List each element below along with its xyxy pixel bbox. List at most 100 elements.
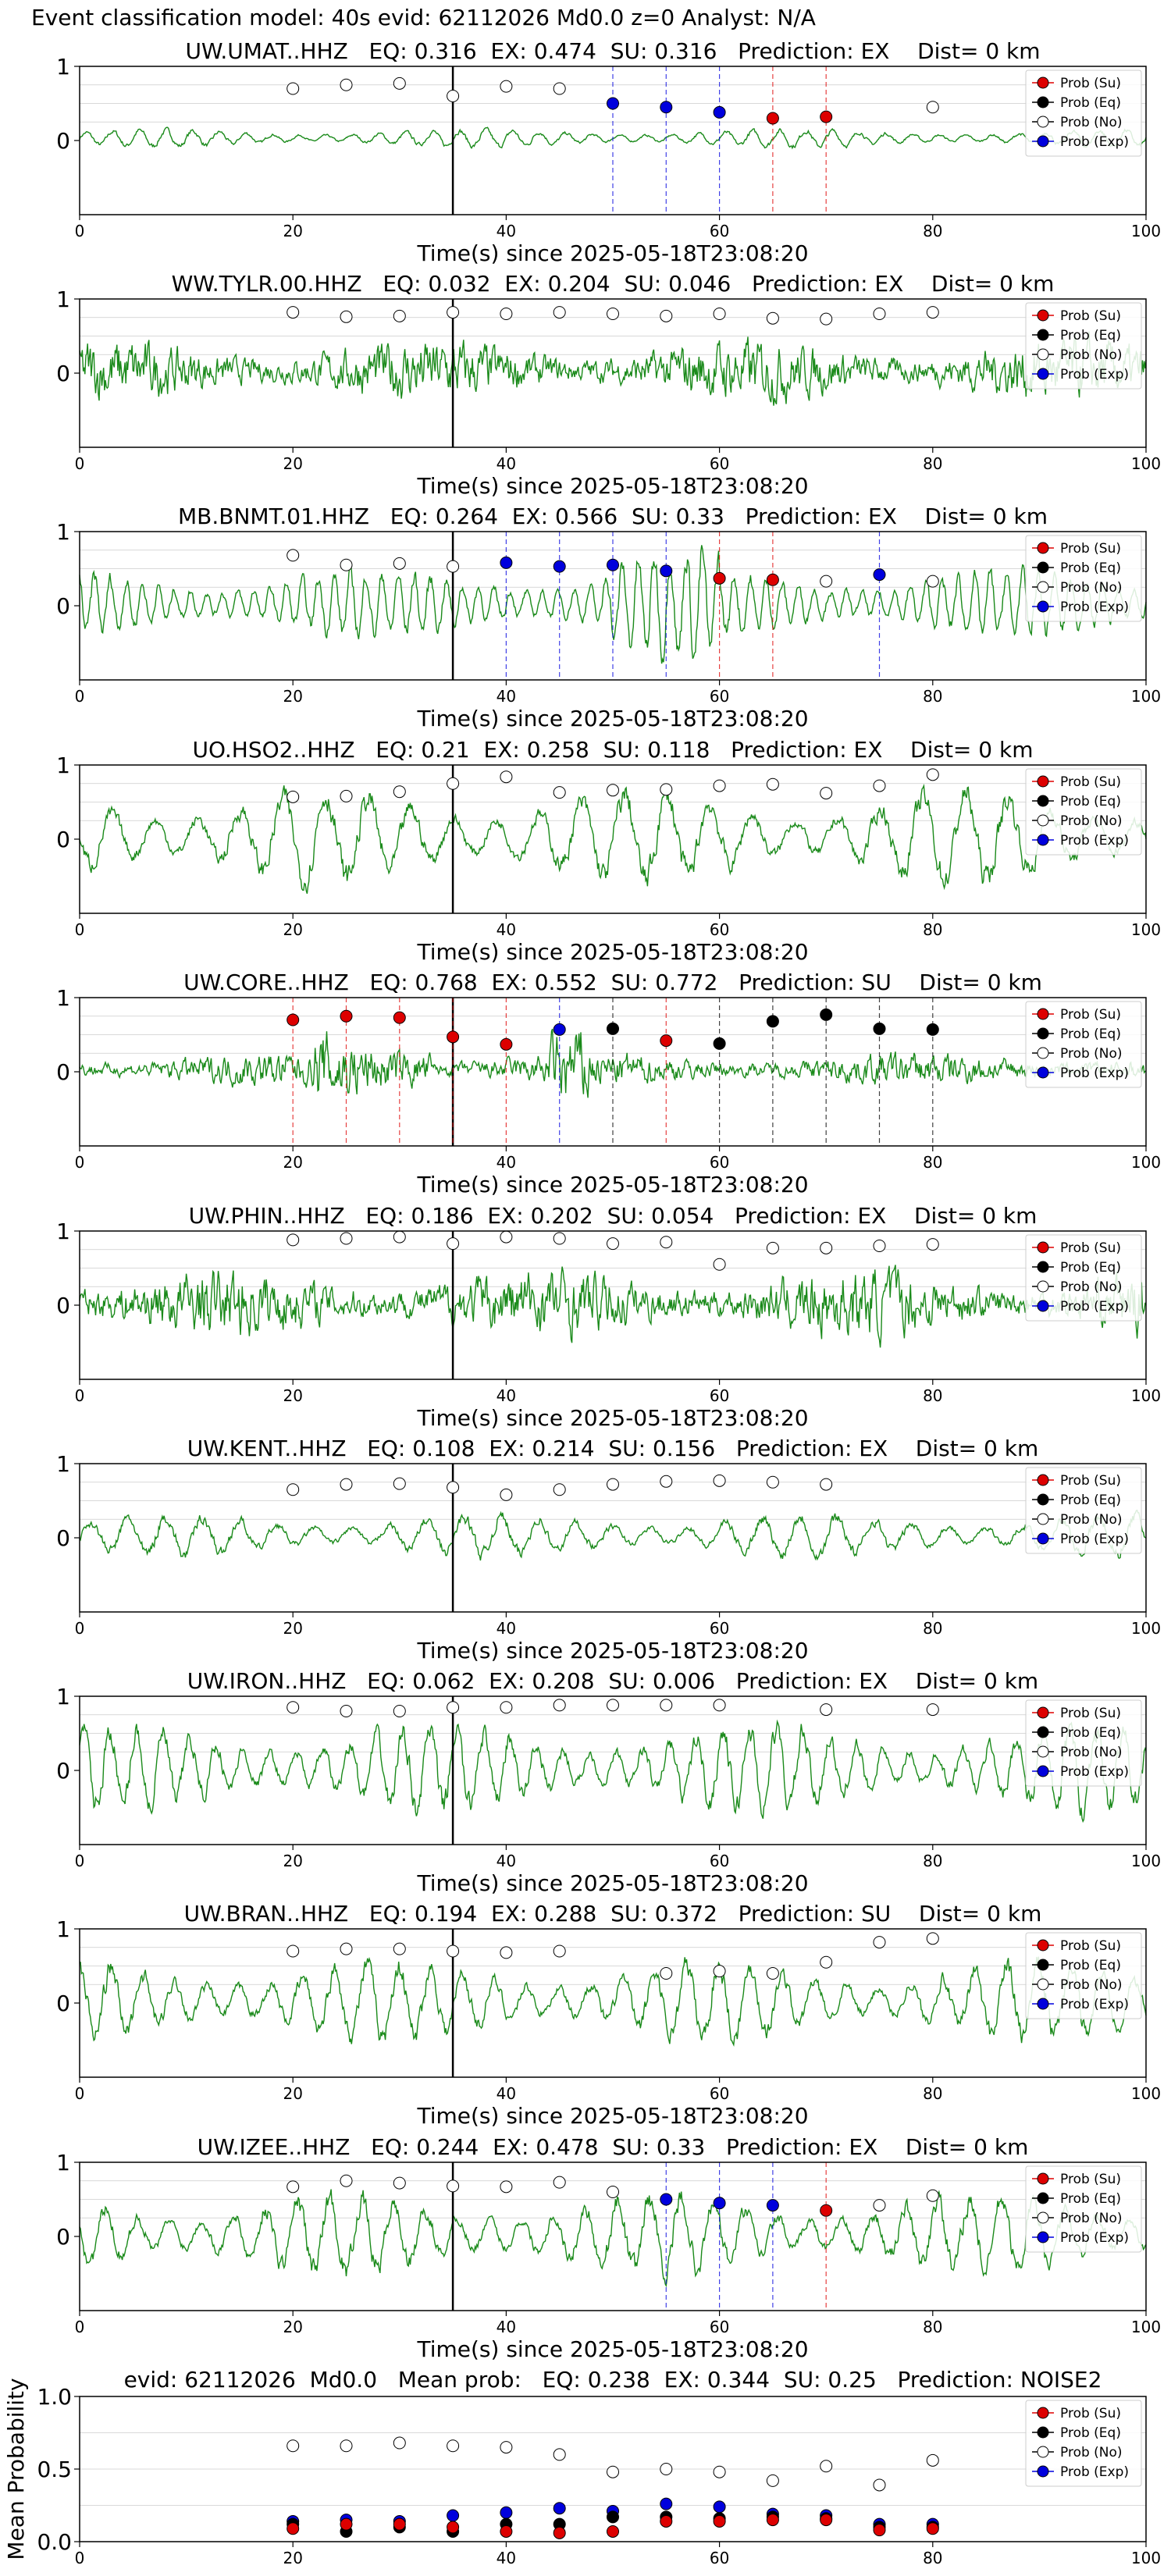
window-marker-no: [713, 1699, 726, 1712]
window-marker-no: [393, 1705, 406, 1717]
x-tick-label: 20: [283, 2549, 302, 2567]
legend-frame: [1025, 2165, 1142, 2253]
legend-marker-su: [1037, 542, 1049, 554]
legend-label-no: Prob (No): [1060, 1977, 1123, 1993]
legend-marker-su: [1037, 2407, 1049, 2419]
legend-item-no: Prob (No): [1032, 1046, 1123, 1062]
window-marker-no: [553, 2176, 566, 2189]
legend-item-eq: Prob (Eq): [1032, 1493, 1121, 1508]
window-marker-no: [607, 1237, 619, 1251]
legend-marker-no: [1037, 1513, 1049, 1525]
legend-item-no: Prob (No): [1032, 347, 1123, 363]
legend-item-eq: Prob (Eq): [1032, 1725, 1121, 1741]
x-tick-label: 60: [710, 454, 729, 473]
window-marker-no: [820, 1241, 833, 1254]
legend-marker-eq: [1037, 1027, 1049, 1040]
window-marker-no: [287, 2180, 300, 2194]
legend-marker-eq: [1037, 96, 1049, 109]
x-tick-label: 80: [923, 2318, 942, 2336]
y-tick-label: 0: [56, 1525, 70, 1551]
mean-marker-no: [713, 2465, 726, 2478]
window-marker-eq: [713, 1037, 726, 1050]
legend-marker-eq: [1037, 561, 1049, 574]
x-tick-label: 0: [75, 1619, 85, 1638]
legend: Prob (Su) Prob (Eq) Prob (No) Prob (Exp): [1025, 302, 1142, 390]
legend-marker-eq: [1037, 1726, 1049, 1738]
legend-marker-eq: [1037, 2426, 1049, 2439]
legend-item-su: Prob (Su): [1032, 1938, 1121, 1954]
window-marker-eq: [926, 1023, 939, 1036]
legend-item-no: Prob (No): [1032, 1977, 1123, 1993]
x-tick-label: 60: [710, 687, 729, 706]
window-marker-no: [393, 1942, 406, 1955]
legend-marker-su: [1037, 1008, 1049, 1020]
x-tick-label: 60: [710, 222, 729, 240]
panel-title: MB.BNMT.01.HHZ EQ: 0.264 EX: 0.566 SU: 0…: [178, 503, 1048, 529]
x-tick-label: 80: [923, 687, 942, 706]
y-axis-label: Mean Probability: [3, 2378, 29, 2560]
mean-marker-su: [500, 2524, 513, 2538]
window-marker-no: [447, 1481, 460, 1494]
x-tick-label: 100: [1131, 2084, 1161, 2103]
legend-label-eq: Prob (Eq): [1060, 794, 1121, 809]
x-tick-label: 100: [1131, 1619, 1161, 1638]
legend-label-exp: Prob (Exp): [1060, 833, 1129, 849]
y-tick-label: 1: [56, 1451, 70, 1477]
legend-marker-no: [1037, 1745, 1049, 1758]
x-tick-label: 20: [283, 2318, 302, 2336]
window-marker-no: [820, 1955, 833, 1969]
legend-marker-no: [1037, 116, 1049, 128]
x-tick-label: 40: [497, 1386, 516, 1405]
window-marker-no: [287, 549, 300, 562]
legend-label-exp: Prob (Exp): [1060, 2464, 1129, 2480]
legend-frame: [1025, 1932, 1142, 2019]
legend-label-exp: Prob (Exp): [1060, 134, 1129, 150]
mean-marker-su: [766, 2514, 779, 2527]
legend-marker-exp: [1037, 2465, 1049, 2478]
x-tick-label: 60: [710, 1619, 729, 1638]
window-marker-no: [447, 560, 460, 573]
panel-title: UW.IRON..HHZ EQ: 0.062 EX: 0.208 SU: 0.0…: [187, 1668, 1038, 1694]
legend-item-no: Prob (No): [1032, 580, 1123, 596]
panel-8: 0 20 40 60 80 100 0 1 UW.IRON..HHZ EQ: 0.062 EX:…: [56, 1668, 1161, 1896]
legend-marker-eq: [1037, 2192, 1049, 2204]
window-marker-no: [660, 1475, 673, 1488]
y-tick-label: 0: [56, 827, 70, 852]
legend-frame: [1025, 1001, 1142, 1088]
legend-item-exp: Prob (Exp): [1032, 600, 1129, 615]
x-axis-label: Time(s) since 2025-05-18T23:08:20: [416, 240, 808, 266]
x-tick-label: 20: [283, 687, 302, 706]
window-marker-no: [926, 2189, 939, 2202]
window-marker-no: [393, 2176, 406, 2190]
legend-marker-no: [1037, 1978, 1049, 1991]
legend-marker-su: [1037, 76, 1049, 89]
x-axis-label: Time(s) since 2025-05-18T23:08:20: [416, 706, 808, 731]
window-marker-no: [393, 309, 406, 322]
window-marker-no: [287, 1233, 300, 1247]
x-tick-label: 40: [497, 687, 516, 706]
window-marker-no: [447, 2179, 460, 2193]
legend-item-no: Prob (No): [1032, 115, 1123, 130]
window-marker-no: [447, 90, 460, 102]
y-tick-label: 0: [56, 1059, 70, 1085]
mean-marker-su: [873, 2524, 886, 2537]
window-marker-no: [287, 82, 300, 95]
window-marker-no: [607, 1478, 619, 1491]
x-tick-label: 60: [710, 2549, 729, 2567]
legend-marker-no: [1037, 2446, 1049, 2458]
y-tick-label: 1: [56, 1916, 70, 1942]
legend-item-eq: Prob (Eq): [1032, 1260, 1121, 1276]
legend-label-su: Prob (Su): [1060, 1473, 1121, 1489]
x-tick-label: 100: [1131, 920, 1161, 939]
window-marker-no: [340, 1705, 353, 1717]
legend-marker-no: [1037, 581, 1049, 593]
y-tick-label: 0: [56, 1991, 70, 2016]
legend-label-eq: Prob (Eq): [1060, 1493, 1121, 1508]
legend-item-eq: Prob (Eq): [1032, 95, 1121, 111]
legend-label-exp: Prob (Exp): [1060, 1997, 1129, 2012]
legend-label-no: Prob (No): [1060, 1745, 1123, 1760]
mean-marker-no: [500, 2441, 513, 2454]
window-marker-su: [820, 110, 833, 123]
mean-marker-exp: [447, 2509, 460, 2522]
x-tick-label: 100: [1131, 2549, 1161, 2567]
